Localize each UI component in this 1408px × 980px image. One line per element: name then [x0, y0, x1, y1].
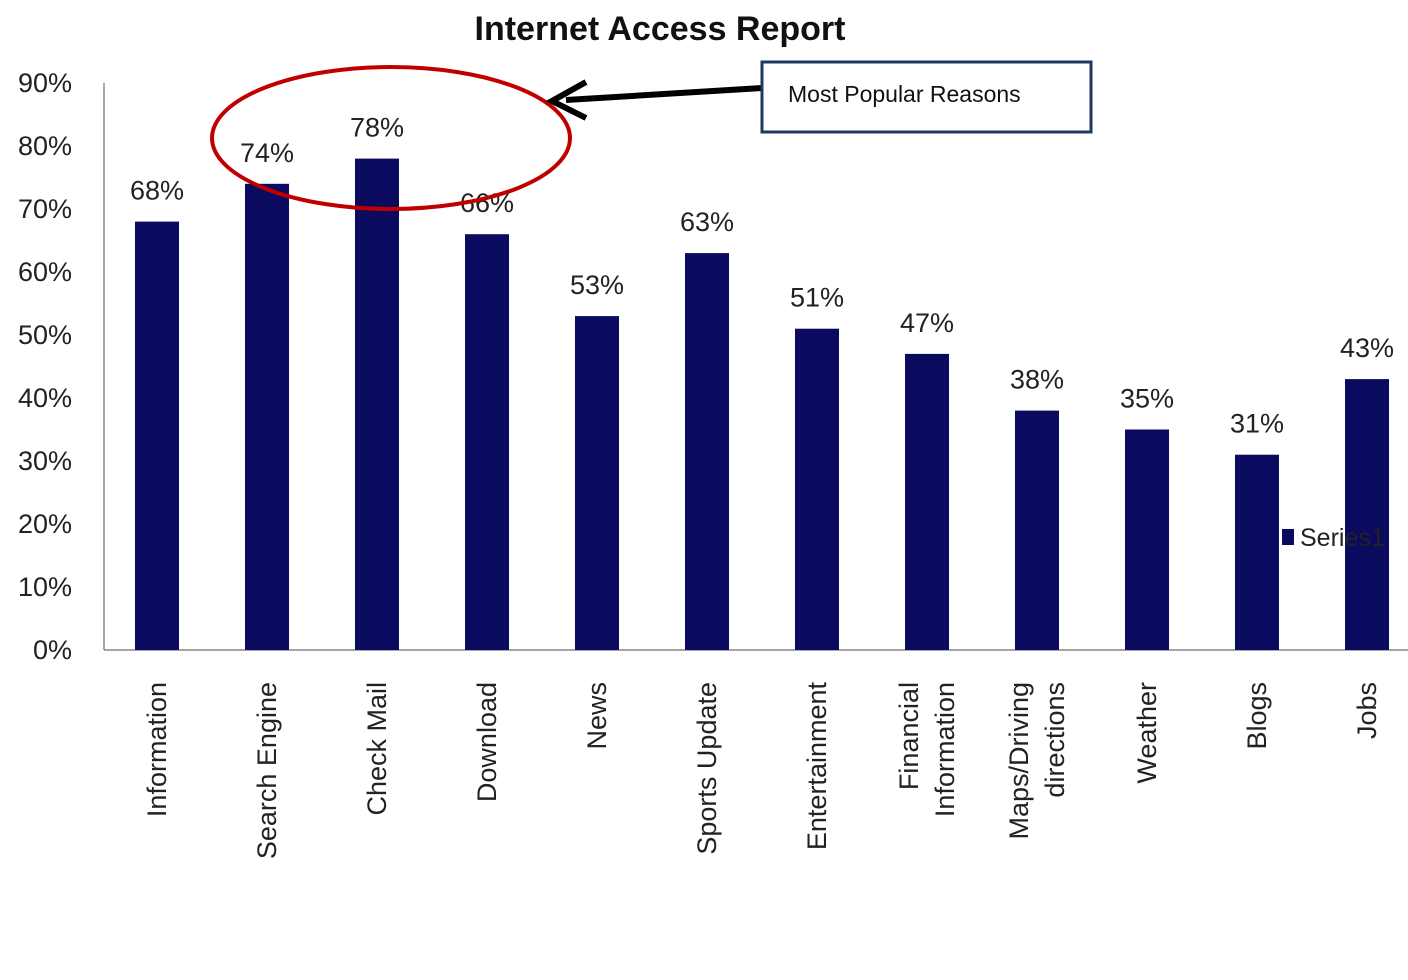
data-label: 47%: [900, 308, 954, 338]
x-tick-line: Financial: [894, 682, 924, 790]
x-tick-line: Entertainment: [802, 682, 832, 851]
x-tick-label: Jobs: [1352, 682, 1382, 739]
x-tick-label: Entertainment: [802, 682, 832, 851]
y-tick-label: 60%: [18, 257, 72, 287]
annotation-text: Most Popular Reasons: [788, 81, 1021, 107]
x-tick-label: Download: [472, 682, 502, 802]
bar: [905, 353, 949, 650]
data-labels: 68%74%78%66%53%63%51%47%38%35%31%43%: [130, 113, 1394, 439]
x-tick-label: Check Mail: [362, 682, 392, 816]
data-label: 68%: [130, 176, 184, 206]
y-tick-label: 80%: [18, 131, 72, 161]
bar: [135, 221, 179, 650]
data-label: 63%: [680, 207, 734, 237]
data-label: 74%: [240, 138, 294, 168]
y-tick-label: 40%: [18, 383, 72, 413]
chart-title: Internet Access Report: [475, 10, 846, 48]
bar: [575, 316, 619, 650]
bar: [355, 158, 399, 650]
data-label: 38%: [1010, 365, 1064, 395]
x-tick-line: Jobs: [1352, 682, 1382, 739]
data-label: 43%: [1340, 333, 1394, 363]
x-tick-label: Blogs: [1242, 682, 1272, 750]
legend-label: Series1: [1300, 524, 1385, 552]
y-tick-label: 20%: [18, 509, 72, 539]
y-tick-label: 0%: [33, 635, 72, 665]
y-tick-label: 50%: [18, 320, 72, 350]
x-tick-line: Information: [142, 682, 172, 817]
y-tick-label: 30%: [18, 446, 72, 476]
x-tick-line: Check Mail: [362, 682, 392, 816]
bar: [1015, 410, 1059, 650]
bar: [1235, 454, 1279, 650]
x-tick-line: Weather: [1132, 682, 1162, 784]
axes: [103, 83, 1408, 651]
bar: [245, 183, 289, 651]
data-label: 51%: [790, 283, 844, 313]
x-tick-line: Search Engine: [252, 682, 282, 859]
legend: Series1: [1282, 524, 1385, 552]
x-tick-line: Blogs: [1242, 682, 1272, 750]
x-tick-line: directions: [1040, 682, 1070, 798]
bar: [685, 253, 729, 650]
bar: [795, 328, 839, 650]
y-tick-label: 90%: [18, 68, 72, 98]
x-tick-label: Weather: [1132, 682, 1162, 784]
bar: [1345, 379, 1389, 650]
bar: [465, 234, 509, 650]
y-tick-label: 10%: [18, 572, 72, 602]
x-tick-label: Search Engine: [252, 682, 282, 859]
legend-swatch: [1282, 529, 1294, 545]
y-tick-label: 70%: [18, 194, 72, 224]
bar: [1125, 429, 1169, 650]
x-tick-label: Maps/Driving directions: [1004, 682, 1070, 840]
x-tick-label: News: [582, 682, 612, 750]
annotation-box: [760, 60, 1093, 134]
annotation: Most Popular Reasons: [210, 60, 1093, 211]
x-tick-line: Maps/Driving: [1004, 682, 1034, 840]
highlight-circle: [210, 65, 572, 211]
x-tick-line: Information: [930, 682, 960, 817]
y-axis-ticks: 0% 10% 20% 30% 40% 50% 60% 70% 80% 90%: [18, 68, 72, 665]
x-tick-label: Financial Information: [894, 682, 960, 817]
annotation-arrow: [565, 85, 763, 103]
x-tick-line: Sports Update: [692, 682, 722, 855]
data-label: 35%: [1120, 384, 1174, 414]
x-axis-ticks: Information Search Engine Check Mail Downlo…: [142, 682, 1382, 860]
annotation-arrowhead: [545, 79, 588, 121]
x-tick-label: Sports Update: [692, 682, 722, 855]
data-label: 53%: [570, 270, 624, 300]
bars: [135, 158, 1389, 651]
x-tick-line: Download: [472, 682, 502, 802]
data-label: 31%: [1230, 409, 1284, 439]
data-label: 78%: [350, 113, 404, 143]
x-tick-label: Information: [142, 682, 172, 817]
x-tick-line: News: [582, 682, 612, 750]
